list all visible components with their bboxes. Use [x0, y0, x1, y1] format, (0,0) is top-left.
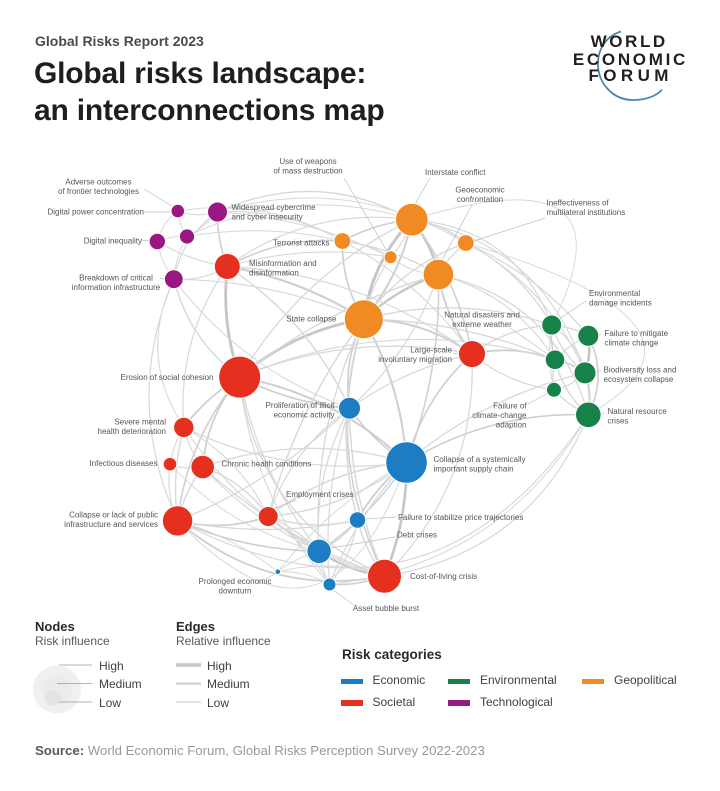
svg-text:Digital power concentration: Digital power concentration — [48, 208, 145, 217]
svg-text:State collapse: State collapse — [286, 315, 337, 324]
svg-text:Erosion of social cohesion: Erosion of social cohesion — [121, 373, 214, 382]
svg-text:Employment crises: Employment crises — [286, 490, 354, 499]
svg-text:Infectious diseases: Infectious diseases — [89, 459, 157, 468]
svg-text:Failure to stabilize price tra: Failure to stabilize price trajectories — [398, 513, 523, 522]
svg-text:Digital inequality: Digital inequality — [84, 237, 142, 246]
svg-text:Cost-of-living crisis: Cost-of-living crisis — [410, 572, 477, 581]
svg-text:Asset bubble burst: Asset bubble burst — [353, 604, 420, 613]
svg-text:Interstate conflict: Interstate conflict — [425, 168, 486, 177]
svg-text:Chronic health conditions: Chronic health conditions — [222, 460, 312, 469]
svg-text:Terrorist attacks: Terrorist attacks — [273, 239, 329, 248]
svg-text:Debt crises: Debt crises — [397, 531, 437, 540]
